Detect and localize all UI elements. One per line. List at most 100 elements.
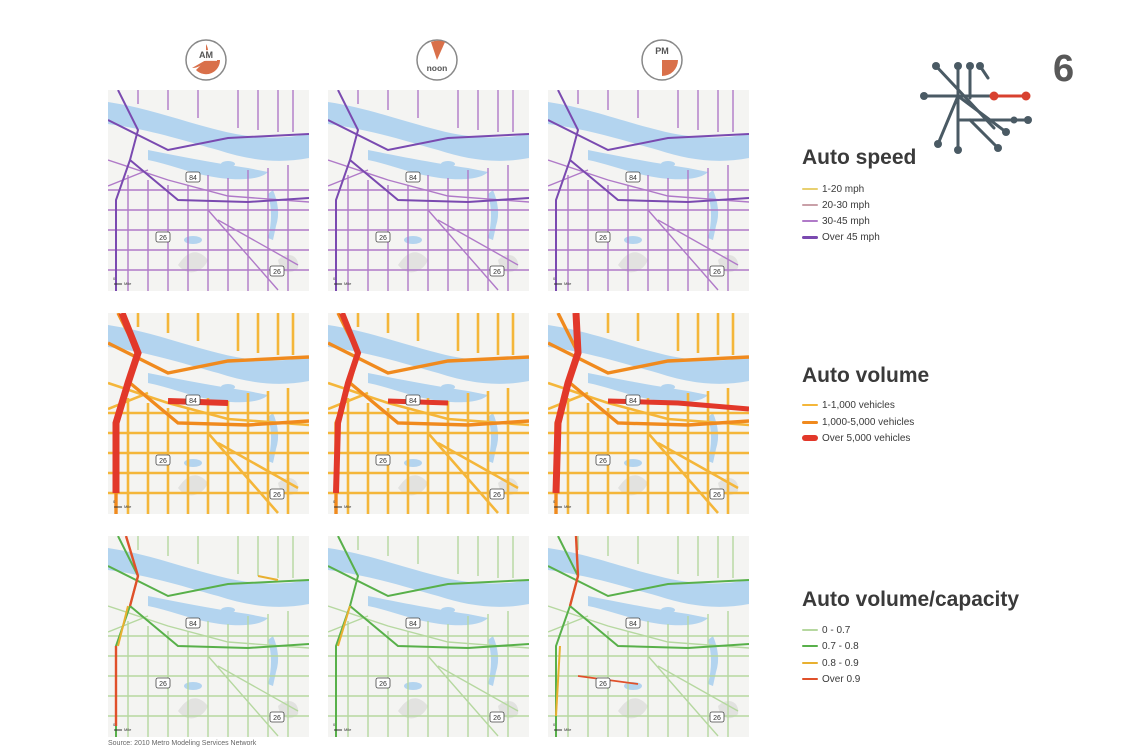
chapter-number: 6 <box>1053 48 1075 90</box>
legend-label: Over 5,000 vehicles <box>822 432 911 444</box>
scale-bar: 0 Mile <box>113 722 132 732</box>
route-26-shield: 26 <box>595 231 611 243</box>
route-label: 26 <box>493 715 501 722</box>
scale-bar: 0 Mile <box>333 499 352 509</box>
legend-speed-item: Over 45 mph <box>802 229 880 245</box>
route-26-shield: 26 <box>155 454 171 466</box>
route-label: 26 <box>379 681 387 688</box>
legend-label: 1,000-5,000 vehicles <box>822 416 915 428</box>
route-26-shield: 26 <box>709 488 725 500</box>
route-label: 26 <box>599 458 607 465</box>
scale-unit: Mile <box>344 504 352 509</box>
route-label: 84 <box>409 621 417 628</box>
scale-bar: 0 Mile <box>333 276 352 286</box>
scale-zero: 0 <box>113 499 116 504</box>
route-label: 26 <box>379 235 387 242</box>
route-26-shield: 26 <box>489 711 505 723</box>
scale-zero: 0 <box>553 722 556 727</box>
route-label: 84 <box>189 621 197 628</box>
route-label: 26 <box>713 715 721 722</box>
scale-unit: Mile <box>124 281 132 286</box>
clock-noon-icon: noon <box>415 38 459 82</box>
route-84-shield: 84 <box>185 617 201 629</box>
legend-volume-title: Auto volume <box>802 364 930 387</box>
route-label: 26 <box>713 269 721 276</box>
route-26-shield: 26 <box>155 677 171 689</box>
scale-bar: 0 Mile <box>113 499 132 509</box>
scale-zero: 0 <box>333 499 336 504</box>
route-label: 84 <box>409 175 417 182</box>
map-volume-pm: 84 26 26 0 Mile <box>548 313 749 514</box>
route-84-shield: 84 <box>625 171 641 183</box>
scale-unit: Mile <box>564 504 572 509</box>
scale-zero: 0 <box>113 722 116 727</box>
route-26-shield: 26 <box>375 231 391 243</box>
route-label: 84 <box>189 398 197 405</box>
route-84-shield: 84 <box>185 394 201 406</box>
route-label: 26 <box>493 269 501 276</box>
scale-unit: Mile <box>344 727 352 732</box>
map-volume-noon: 84 26 26 0 Mile <box>328 313 529 514</box>
scale-zero: 0 <box>113 276 116 281</box>
legend-capacity-item: 0.7 - 0.8 <box>802 638 859 654</box>
clock-label: AM <box>199 50 213 60</box>
scale-unit: Mile <box>344 281 352 286</box>
route-26-shield: 26 <box>709 711 725 723</box>
map-capacity-am: 84 26 26 0 Mile <box>108 536 309 737</box>
route-label: 26 <box>379 458 387 465</box>
route-26-shield: 26 <box>155 231 171 243</box>
route-label: 26 <box>713 492 721 499</box>
scale-bar: 0 Mile <box>553 276 572 286</box>
route-26-shield: 26 <box>595 454 611 466</box>
legend-capacity-title: Auto volume/capacity <box>802 588 1020 611</box>
route-label: 84 <box>189 175 197 182</box>
route-26-shield: 26 <box>375 677 391 689</box>
map-speed-am: 84 26 26 0 Mile <box>108 90 309 291</box>
scale-bar: 0 Mile <box>553 499 572 509</box>
scale-zero: 0 <box>553 499 556 504</box>
route-label: 26 <box>159 458 167 465</box>
clock-label: PM <box>655 46 669 56</box>
scale-bar: 0 Mile <box>113 276 132 286</box>
map-capacity-pm: 84 26 26 0 Mile <box>548 536 749 737</box>
route-26-shield: 26 <box>375 454 391 466</box>
legend-volume-item: 1-1,000 vehicles <box>802 397 895 413</box>
route-label: 84 <box>629 175 637 182</box>
legend-label: Over 45 mph <box>822 231 880 243</box>
route-label: 84 <box>629 621 637 628</box>
route-label: 26 <box>159 681 167 688</box>
route-label: 26 <box>273 269 281 276</box>
scale-bar: 0 Mile <box>333 722 352 732</box>
legend-capacity-item: 0 - 0.7 <box>802 622 850 638</box>
clock-label: noon <box>427 63 448 73</box>
map-volume-am: 84 26 26 0 Mile <box>108 313 309 514</box>
route-26-shield: 26 <box>269 711 285 723</box>
route-label: 26 <box>493 492 501 499</box>
legend-volume-item: 1,000-5,000 vehicles <box>802 414 914 430</box>
legend-speed-item: 1-20 mph <box>802 181 864 197</box>
legend-label: 20-30 mph <box>822 199 870 211</box>
route-label: 26 <box>599 235 607 242</box>
legend-label: Over 0.9 <box>822 673 861 685</box>
route-84-shield: 84 <box>405 394 421 406</box>
scale-zero: 0 <box>333 722 336 727</box>
map-speed-pm: 84 26 26 0 Mile <box>548 90 749 291</box>
source-note: Source: 2010 Metro Modeling Services Net… <box>108 740 257 747</box>
scale-zero: 0 <box>553 276 556 281</box>
legend-label: 1-20 mph <box>822 183 865 195</box>
route-label: 26 <box>273 715 281 722</box>
scale-zero: 0 <box>333 276 336 281</box>
route-84-shield: 84 <box>405 617 421 629</box>
route-label: 26 <box>159 235 167 242</box>
route-26-shield: 26 <box>269 265 285 277</box>
map-capacity-noon: 84 26 26 0 Mile <box>328 536 529 737</box>
legend-label: 0 - 0.7 <box>822 624 851 636</box>
route-84-shield: 84 <box>625 617 641 629</box>
route-84-shield: 84 <box>405 171 421 183</box>
legend-capacity-item: 0.8 - 0.9 <box>802 655 859 671</box>
scale-unit: Mile <box>564 281 572 286</box>
route-label: 26 <box>273 492 281 499</box>
legend-label: 1-1,000 vehicles <box>822 399 895 411</box>
route-84-shield: 84 <box>625 394 641 406</box>
transit-network-icon <box>918 58 1034 158</box>
